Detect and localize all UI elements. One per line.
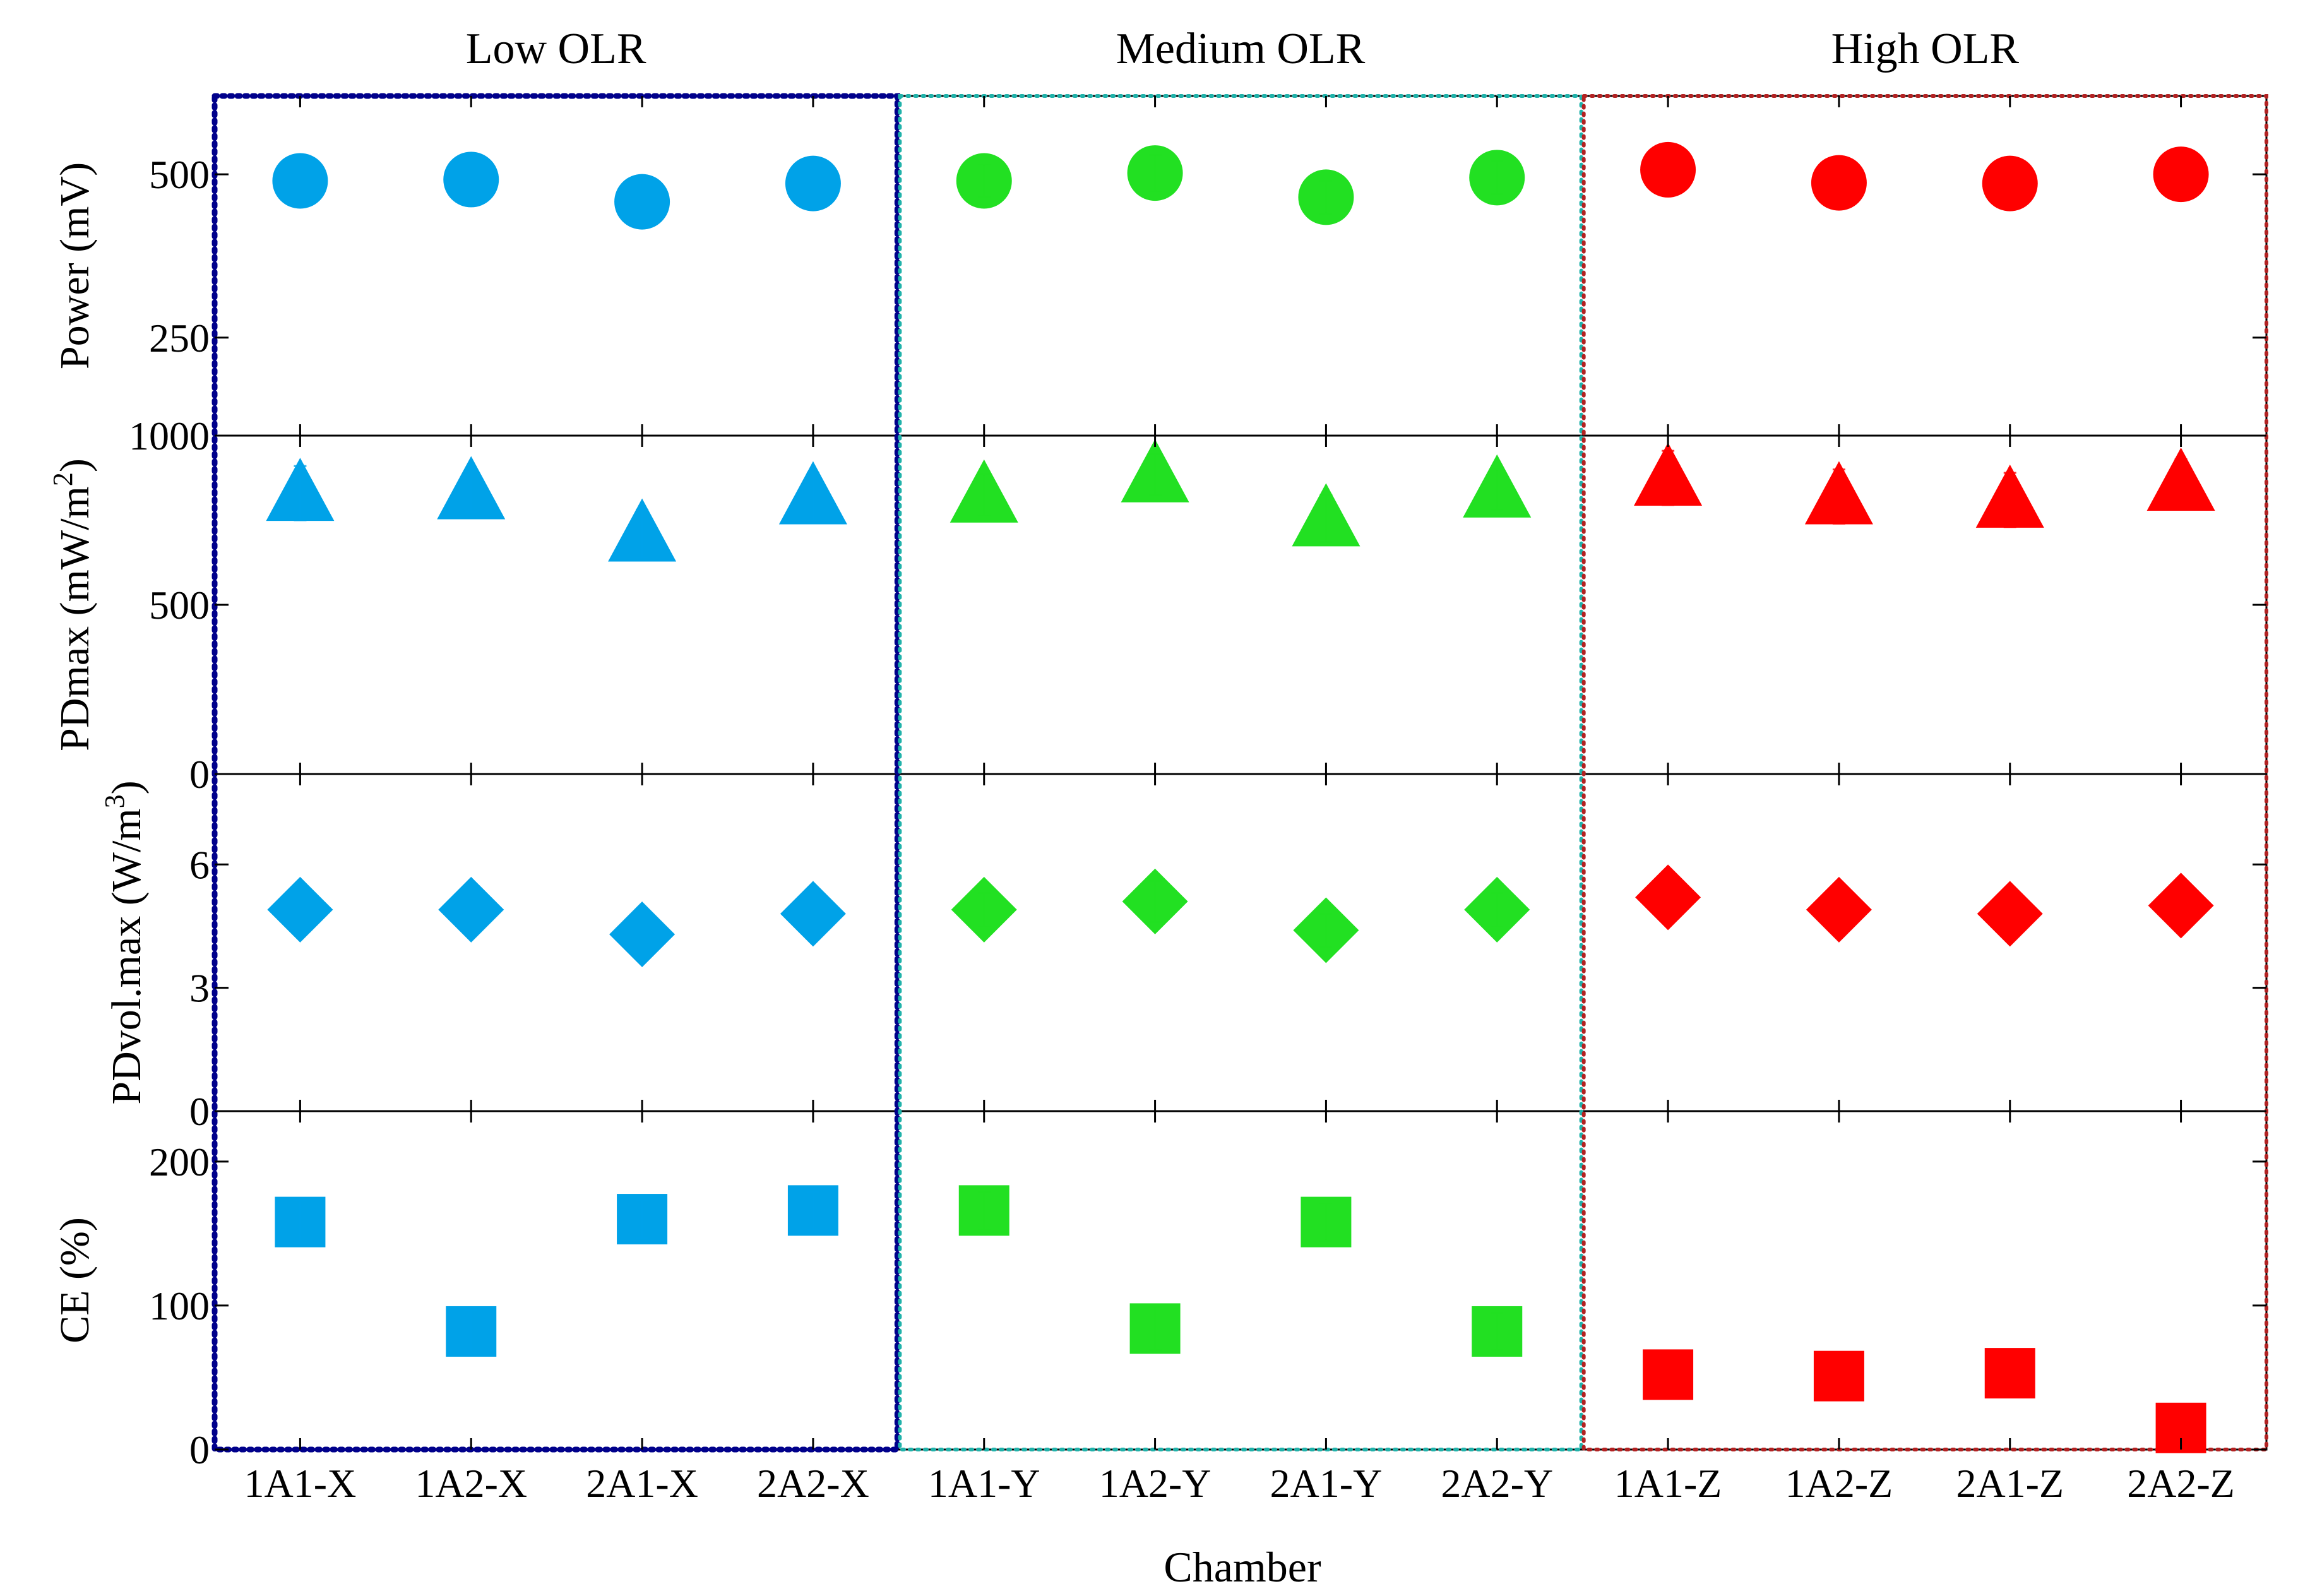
power-point-2A2-X <box>785 155 841 211</box>
pdmax-errorbar-1A1-X <box>294 465 307 521</box>
ce-errorbar-1A2-Y <box>1148 1306 1162 1352</box>
pdmax-errorbar-2A2-Z <box>2174 458 2188 508</box>
ce-errorbar-2A2-Y <box>1491 1311 1504 1352</box>
panel-frame-pdvol <box>213 773 2268 1112</box>
panel-frame-power <box>213 95 2268 437</box>
x-tick-label: 1A2-X <box>415 1461 527 1506</box>
pdmax-errorbar-2A2-Y <box>1491 468 1504 511</box>
x-tick-label: 1A2-Y <box>1099 1461 1212 1506</box>
y-axis-title-power: Power (mV) <box>52 162 98 369</box>
group-border-2 <box>1581 94 2269 1451</box>
y-tick-label-pdmax: 1000 <box>129 414 210 458</box>
group-border-0 <box>211 93 900 1453</box>
ce-errorbar-1A1-Y <box>977 1191 991 1230</box>
data-marks <box>266 141 2215 1453</box>
power-errorbar-2A1-Z <box>2003 164 2016 203</box>
x-tick-label: 2A2-X <box>757 1461 869 1506</box>
x-axis-title: Chamber <box>1164 1543 1321 1591</box>
ce-errorbar-1A2-X <box>465 1309 478 1354</box>
y-tick-label-pdvol: 6 <box>189 842 210 887</box>
y-tick-label-pdvol: 3 <box>189 966 210 1011</box>
panel-frames <box>213 95 2268 1451</box>
x-tick-label: 1A1-Z <box>1614 1461 1722 1506</box>
pdmax-errorbar-1A2-X <box>465 470 478 513</box>
group-label: High OLR <box>1831 25 2020 73</box>
pdvol-point-1A1-X <box>267 876 333 943</box>
pdmax-errorbar-2A1-Z <box>2003 472 2016 528</box>
x-tick-label: 1A1-X <box>244 1461 357 1506</box>
ce-errorbar-2A2-X <box>806 1191 819 1230</box>
power-errorbar-1A2-Y <box>1148 153 1162 193</box>
x-tick-label: 1A2-Z <box>1785 1461 1893 1506</box>
y-tick-label-ce: 0 <box>189 1427 210 1472</box>
power-errorbar-2A1-Y <box>1319 180 1333 215</box>
pdmax-errorbar-1A1-Y <box>977 473 991 516</box>
ce-point-2A1-Z <box>1984 1348 2035 1399</box>
power-errorbar-1A1-Y <box>977 164 991 198</box>
pdmax-errorbar-2A1-X <box>636 509 649 559</box>
pdvol-errorbar-1A2-Z <box>1832 892 1845 927</box>
power-errorbar-1A2-Z <box>1832 164 1845 203</box>
pdvol-errorbar-1A2-Y <box>1148 879 1162 923</box>
x-tick-label: 2A2-Y <box>1441 1461 1553 1506</box>
power-errorbar-2A2-Y <box>1491 160 1504 195</box>
x-tick-label: 2A2-Z <box>2127 1461 2235 1506</box>
y-tick-label-power: 250 <box>149 316 210 360</box>
y-axis-title-pdmax: PDmax (mW/m2) <box>47 458 98 751</box>
y-tick-label-ce: 200 <box>149 1140 210 1184</box>
group-label: Low OLR <box>466 25 646 73</box>
ce-point-1A1-Z <box>1643 1349 1694 1400</box>
pdvol-errorbar-2A1-Z <box>2003 896 2016 931</box>
pdvol-errorbar-1A1-Z <box>1662 876 1675 919</box>
panel-frame-pdmax <box>213 434 2268 775</box>
panel-frame-ce <box>213 1110 2268 1451</box>
pdvol-errorbar-2A1-Y <box>1319 912 1333 948</box>
x-tick-label: 1A1-Y <box>928 1461 1040 1506</box>
power-point-1A1-X <box>272 153 328 209</box>
y-tick-label-pdvol: 0 <box>189 1089 210 1134</box>
pdmax-errorbar-1A2-Y <box>1148 453 1162 496</box>
ce-point-1A2-Z <box>1813 1350 1864 1402</box>
pdvol-errorbar-1A1-Y <box>977 892 991 927</box>
olr-group-borders <box>211 93 2269 1453</box>
y-axis-title-pdvol: PDvol.max (W/m3) <box>99 780 150 1104</box>
pdvol-point-2A2-X <box>780 881 846 947</box>
pdmax-errorbar-2A2-X <box>806 472 819 521</box>
pdmax-errorbar-2A1-Y <box>1319 494 1333 544</box>
y-tick-label-pdmax: 500 <box>149 583 210 628</box>
pdmax-errorbar-1A2-Z <box>1832 468 1845 525</box>
pdvol-errorbar-2A2-Y <box>1491 892 1504 927</box>
pdvol-errorbar-2A2-Z <box>2174 892 2188 919</box>
ce-errorbar-2A1-X <box>636 1199 649 1239</box>
power-point-1A2-X <box>443 152 499 208</box>
y-axis-title-ce: CE (%) <box>52 1217 98 1343</box>
y-tick-label-ce: 100 <box>149 1283 210 1328</box>
x-tick-label: 2A1-X <box>586 1461 698 1506</box>
x-tick-label: 2A1-Z <box>1956 1461 2064 1506</box>
power-point-2A1-X <box>614 174 670 230</box>
ce-errorbar-1A1-X <box>294 1199 307 1245</box>
x-tick-label: 2A1-Y <box>1270 1461 1383 1506</box>
y-tick-label-power: 500 <box>149 152 210 197</box>
y-tick-label-pdmax: 0 <box>189 752 210 797</box>
pdvol-point-1A2-X <box>438 876 504 943</box>
group-border-1 <box>898 94 1583 1451</box>
ce-errorbar-2A1-Y <box>1319 1202 1333 1242</box>
pdvol-point-2A1-X <box>609 901 676 967</box>
pdmax-errorbar-1A1-Z <box>1662 450 1675 506</box>
power-errorbar-2A2-Z <box>2174 155 2188 194</box>
group-label: Medium OLR <box>1116 25 1366 73</box>
power-errorbar-1A1-Z <box>1662 150 1675 189</box>
